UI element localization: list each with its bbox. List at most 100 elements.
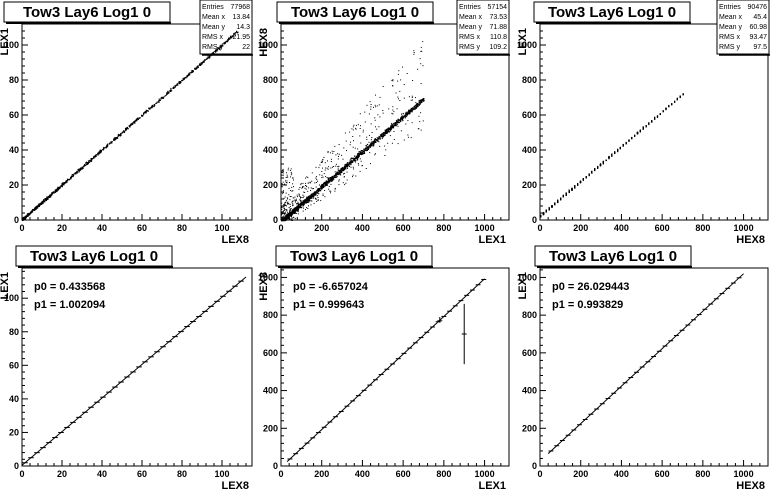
- fit-param-p0: p0 = 0.433568: [34, 281, 105, 293]
- scatter-point: [355, 124, 357, 126]
- scatter-point: [562, 194, 564, 196]
- y-tick-label: 0: [532, 461, 537, 471]
- scatter-point: [408, 109, 410, 111]
- scatter-point: [232, 35, 234, 38]
- scatter-point: [369, 101, 371, 103]
- scatter-point: [292, 210, 295, 212]
- scatter-point: [378, 135, 380, 138]
- scatter-point: [282, 211, 284, 213]
- scatter-point: [308, 197, 310, 199]
- scatter-point: [76, 171, 78, 173]
- scatter-point: [417, 104, 419, 106]
- x-tick-label: 40: [97, 469, 107, 479]
- scatter-point: [25, 216, 27, 218]
- stats-key: RMS y: [719, 44, 741, 51]
- scatter-point: [385, 130, 387, 133]
- scatter-point: [294, 207, 296, 209]
- scatter-point: [159, 99, 161, 101]
- scatter-point: [102, 147, 105, 149]
- scatter-point: [367, 148, 369, 150]
- scatter-point: [568, 191, 570, 193]
- x-tick-label: 100: [214, 469, 229, 479]
- scatter-point: [342, 182, 344, 184]
- scatter-point: [115, 137, 118, 139]
- scatter-point: [284, 218, 286, 220]
- scatter-point: [419, 121, 421, 123]
- scatter-point: [57, 187, 59, 189]
- x-axis-label: LEX1: [478, 234, 506, 246]
- scatter-point: [400, 79, 402, 81]
- scatter-point: [368, 134, 370, 136]
- scatter-point: [363, 148, 365, 150]
- scatter-point: [322, 176, 324, 178]
- scatter-point: [310, 190, 312, 192]
- stats-value: 45.4: [753, 14, 767, 21]
- scatter-point: [25, 218, 27, 220]
- scatter-point: [345, 166, 347, 168]
- scatter-point: [199, 64, 201, 66]
- scatter-point: [625, 142, 627, 144]
- scatter-point: [326, 177, 328, 178]
- scatter-point: [574, 186, 576, 188]
- scatter-point: [297, 211, 299, 213]
- scatter-point: [217, 47, 219, 49]
- scatter-point: [319, 184, 320, 186]
- scatter-point: [378, 141, 380, 143]
- scatter-point: [352, 166, 354, 168]
- scatter-point: [305, 177, 307, 179]
- scatter-point: [328, 180, 330, 182]
- scatter-point: [371, 132, 373, 133]
- scatter-point: [321, 174, 323, 176]
- scatter-point: [129, 126, 131, 128]
- scatter-point: [319, 190, 321, 192]
- scatter-point: [290, 176, 291, 178]
- scatter-point: [574, 185, 576, 187]
- scatter-point: [387, 130, 389, 132]
- scatter-point: [350, 141, 351, 143]
- scatter-point: [415, 97, 416, 99]
- scatter-point: [37, 205, 39, 207]
- scatter-point: [382, 133, 384, 135]
- scatter-point: [330, 179, 332, 181]
- scatter-point: [370, 123, 372, 125]
- scatter-point: [225, 40, 227, 42]
- scatter-point: [328, 182, 330, 184]
- fit-graph: [21, 276, 247, 466]
- scatter-point: [405, 123, 407, 125]
- scatter-point: [413, 108, 415, 110]
- scatter-point: [120, 133, 122, 135]
- scatter-point: [86, 163, 88, 165]
- scatter-point: [208, 56, 210, 58]
- scatter-point: [327, 152, 329, 154]
- scatter-point: [330, 190, 332, 192]
- scatter-point: [87, 162, 89, 164]
- stats-value: 77968: [231, 4, 251, 11]
- scatter-point: [228, 37, 230, 39]
- y-tick-label: 600: [522, 110, 537, 120]
- scatter-point: [126, 128, 128, 130]
- scatter-point: [301, 207, 303, 209]
- stats-box: Entries 77968 Mean x 13.84 Mean y 14.3 RMS x 21…: [199, 0, 253, 56]
- scatter-point: [211, 53, 213, 55]
- scatter-point: [597, 166, 599, 168]
- scatter-point: [346, 162, 349, 164]
- scatter-point: [381, 138, 383, 139]
- scatter-point: [313, 193, 315, 195]
- scatter-point: [291, 218, 293, 220]
- y-tick-label: 60: [9, 110, 19, 120]
- scatter-point: [283, 216, 285, 218]
- x-tick-label: 600: [396, 469, 411, 479]
- scatter-point: [355, 175, 357, 177]
- scatter-point: [200, 63, 203, 65]
- scatter-point: [335, 163, 337, 165]
- scatter-point: [175, 85, 177, 87]
- scatter-point: [296, 210, 298, 212]
- scatter-point: [113, 138, 115, 140]
- scatter-point: [128, 125, 130, 127]
- scatter-point: [295, 200, 297, 201]
- scatter-point: [292, 205, 294, 207]
- scatter-point: [416, 103, 417, 105]
- scatter-point: [357, 163, 359, 165]
- scatter-point: [345, 168, 347, 170]
- scatter-point: [347, 164, 349, 166]
